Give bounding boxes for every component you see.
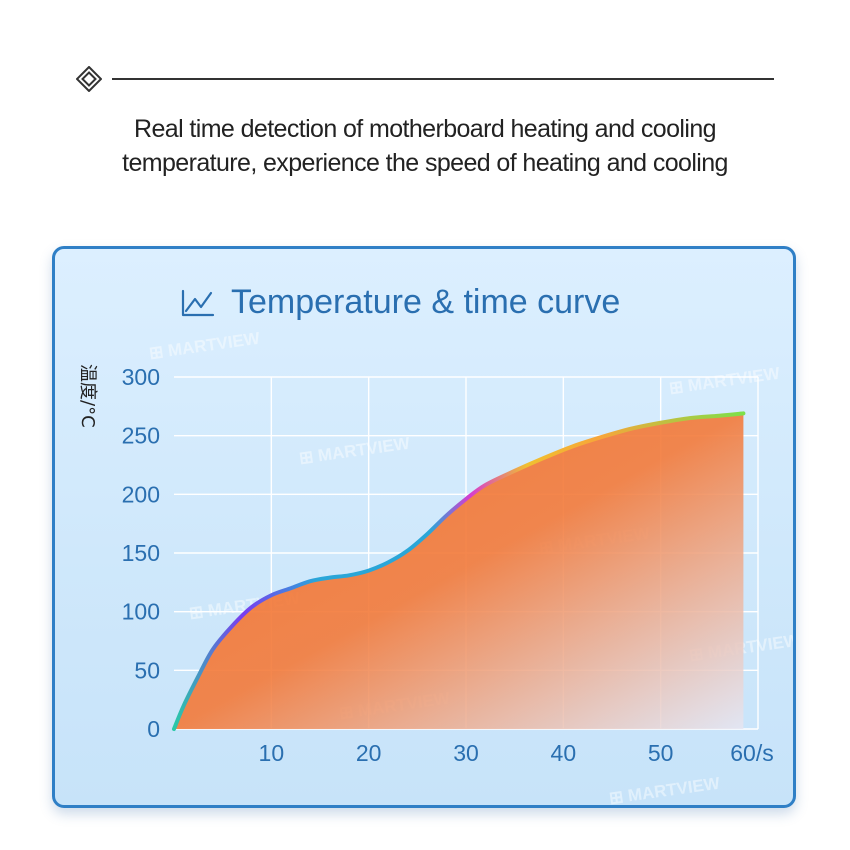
- y-tick-label: 200: [122, 481, 160, 507]
- temperature-chart: ⊞ MARTVIEW ⊞ MARTVIEW ⊞ MARTVIEW ⊞ MARTVIEW…: [77, 283, 793, 805]
- watermark-logo: ⊞ MARTVIEW: [298, 433, 412, 467]
- diamond-icon: [76, 66, 102, 92]
- x-tick-label: 20: [356, 740, 382, 766]
- headline: Real time detection of motherboard heati…: [0, 112, 850, 180]
- x-tick-label: 40: [551, 740, 577, 766]
- y-tick-label: 50: [134, 657, 160, 683]
- headline-line-1: Real time detection of motherboard heati…: [134, 115, 716, 143]
- x-tick-label: 50: [648, 740, 674, 766]
- temperature-curve: [172, 411, 746, 731]
- line-chart-icon: [181, 289, 215, 317]
- temperature-area: [174, 413, 744, 729]
- x-tick-label: 60/s: [730, 740, 773, 766]
- header-divider: [76, 66, 776, 92]
- divider-line: [112, 78, 774, 80]
- x-tick-label: 10: [259, 740, 285, 766]
- chart-title: Temperature & time curve: [231, 283, 620, 321]
- y-axis-label: 温度/°C: [77, 364, 98, 428]
- headline-line-2: temperature, experience the speed of hea…: [122, 149, 728, 177]
- x-tick-label: 30: [453, 740, 479, 766]
- chart-card: ⊞ MARTVIEW ⊞ MARTVIEW ⊞ MARTVIEW ⊞ MARTVIEW…: [52, 246, 796, 808]
- y-tick-label: 0: [147, 716, 160, 742]
- y-tick-label: 150: [122, 540, 160, 566]
- watermark-logo: ⊞ MARTVIEW: [148, 328, 262, 362]
- y-tick-label: 300: [122, 364, 160, 390]
- watermark-logo: ⊞ MARTVIEW: [668, 363, 782, 397]
- watermark-logo: ⊞ MARTVIEW: [608, 773, 722, 805]
- y-tick-label: 100: [122, 599, 160, 625]
- y-tick-label: 250: [122, 423, 160, 449]
